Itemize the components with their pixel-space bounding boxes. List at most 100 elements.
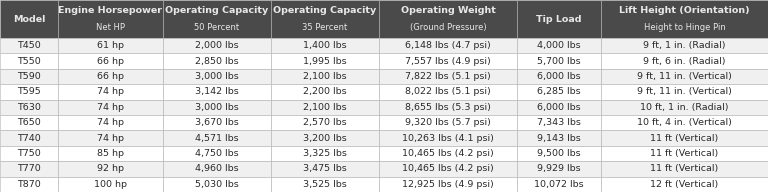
Text: 3,670 lbs: 3,670 lbs <box>195 118 239 127</box>
Bar <box>379 100 517 115</box>
Text: 74 hp: 74 hp <box>97 134 124 143</box>
Text: Height to Hinge Pin: Height to Hinge Pin <box>644 23 725 32</box>
Bar <box>0 38 58 53</box>
Text: 6,148 lbs (4.7 psi): 6,148 lbs (4.7 psi) <box>406 41 491 50</box>
Bar <box>517 161 601 177</box>
Bar <box>601 53 768 69</box>
Text: 2,000 lbs: 2,000 lbs <box>195 41 239 50</box>
Bar <box>58 115 163 130</box>
Text: T870: T870 <box>17 180 41 189</box>
Text: 9 ft, 11 in. (Vertical): 9 ft, 11 in. (Vertical) <box>637 72 732 81</box>
Text: 3,475 lbs: 3,475 lbs <box>303 164 347 173</box>
Bar <box>163 177 271 192</box>
Bar <box>58 130 163 146</box>
Bar <box>58 84 163 100</box>
Text: T740: T740 <box>17 134 41 143</box>
Text: 66 hp: 66 hp <box>97 72 124 81</box>
Bar <box>601 177 768 192</box>
Bar <box>517 130 601 146</box>
Bar <box>379 0 517 38</box>
Bar <box>163 100 271 115</box>
Text: 3,200 lbs: 3,200 lbs <box>303 134 347 143</box>
Bar <box>0 69 58 84</box>
Bar <box>601 161 768 177</box>
Text: 7,822 lbs (5.1 psi): 7,822 lbs (5.1 psi) <box>406 72 491 81</box>
Text: 85 hp: 85 hp <box>97 149 124 158</box>
Text: 100 hp: 100 hp <box>94 180 127 189</box>
Text: 74 hp: 74 hp <box>97 87 124 96</box>
Text: 9,320 lbs (5.7 psi): 9,320 lbs (5.7 psi) <box>405 118 491 127</box>
Bar <box>0 100 58 115</box>
Bar <box>58 100 163 115</box>
Text: 10 ft, 1 in. (Radial): 10 ft, 1 in. (Radial) <box>641 103 729 112</box>
Bar <box>0 0 58 38</box>
Bar <box>517 69 601 84</box>
Text: Operating Capacity: Operating Capacity <box>273 6 376 15</box>
Text: 74 hp: 74 hp <box>97 118 124 127</box>
Text: 61 hp: 61 hp <box>97 41 124 50</box>
Text: Lift Height (Orientation): Lift Height (Orientation) <box>619 6 750 15</box>
Bar <box>271 161 379 177</box>
Text: 4,571 lbs: 4,571 lbs <box>195 134 239 143</box>
Text: 2,100 lbs: 2,100 lbs <box>303 72 347 81</box>
Bar <box>601 100 768 115</box>
Text: 2,570 lbs: 2,570 lbs <box>303 118 347 127</box>
Bar <box>271 53 379 69</box>
Bar <box>517 100 601 115</box>
Bar <box>163 84 271 100</box>
Bar <box>163 0 271 38</box>
Text: 10,465 lbs (4.2 psi): 10,465 lbs (4.2 psi) <box>402 149 494 158</box>
Text: T595: T595 <box>17 87 41 96</box>
Bar <box>271 100 379 115</box>
Bar <box>379 146 517 161</box>
Bar <box>0 146 58 161</box>
Text: 4,960 lbs: 4,960 lbs <box>195 164 239 173</box>
Text: 9 ft, 11 in. (Vertical): 9 ft, 11 in. (Vertical) <box>637 87 732 96</box>
Bar <box>0 161 58 177</box>
Text: 11 ft (Vertical): 11 ft (Vertical) <box>650 134 719 143</box>
Bar <box>58 146 163 161</box>
Text: 3,325 lbs: 3,325 lbs <box>303 149 347 158</box>
Text: 10,072 lbs: 10,072 lbs <box>535 180 584 189</box>
Text: 10 ft, 4 in. (Vertical): 10 ft, 4 in. (Vertical) <box>637 118 732 127</box>
Text: 9 ft, 1 in. (Radial): 9 ft, 1 in. (Radial) <box>644 41 726 50</box>
Bar <box>601 0 768 38</box>
Bar <box>0 115 58 130</box>
Bar <box>163 115 271 130</box>
Bar <box>379 38 517 53</box>
Bar <box>271 84 379 100</box>
Text: Operating Capacity: Operating Capacity <box>165 6 269 15</box>
Text: T550: T550 <box>17 57 41 66</box>
Text: T630: T630 <box>17 103 41 112</box>
Bar <box>0 84 58 100</box>
Bar <box>271 69 379 84</box>
Bar <box>0 130 58 146</box>
Text: 50 Percent: 50 Percent <box>194 23 240 32</box>
Text: 9,143 lbs: 9,143 lbs <box>537 134 581 143</box>
Bar <box>163 38 271 53</box>
Text: T750: T750 <box>17 149 41 158</box>
Text: 3,142 lbs: 3,142 lbs <box>195 87 239 96</box>
Text: 6,285 lbs: 6,285 lbs <box>537 87 581 96</box>
Text: 3,000 lbs: 3,000 lbs <box>195 72 239 81</box>
Text: 9,500 lbs: 9,500 lbs <box>537 149 581 158</box>
Bar <box>517 115 601 130</box>
Bar <box>0 53 58 69</box>
Text: 4,750 lbs: 4,750 lbs <box>195 149 239 158</box>
Text: 2,850 lbs: 2,850 lbs <box>195 57 239 66</box>
Text: 12,925 lbs (4.9 psi): 12,925 lbs (4.9 psi) <box>402 180 494 189</box>
Bar <box>58 177 163 192</box>
Bar <box>601 84 768 100</box>
Text: 3,525 lbs: 3,525 lbs <box>303 180 347 189</box>
Bar <box>601 146 768 161</box>
Text: 8,022 lbs (5.1 psi): 8,022 lbs (5.1 psi) <box>406 87 491 96</box>
Text: Net HP: Net HP <box>96 23 125 32</box>
Bar <box>379 69 517 84</box>
Bar <box>271 38 379 53</box>
Bar <box>163 161 271 177</box>
Bar <box>163 53 271 69</box>
Text: Operating Weight: Operating Weight <box>401 6 495 15</box>
Text: 10,465 lbs (4.2 psi): 10,465 lbs (4.2 psi) <box>402 164 494 173</box>
Text: 5,700 lbs: 5,700 lbs <box>537 57 581 66</box>
Text: Model: Model <box>13 15 45 23</box>
